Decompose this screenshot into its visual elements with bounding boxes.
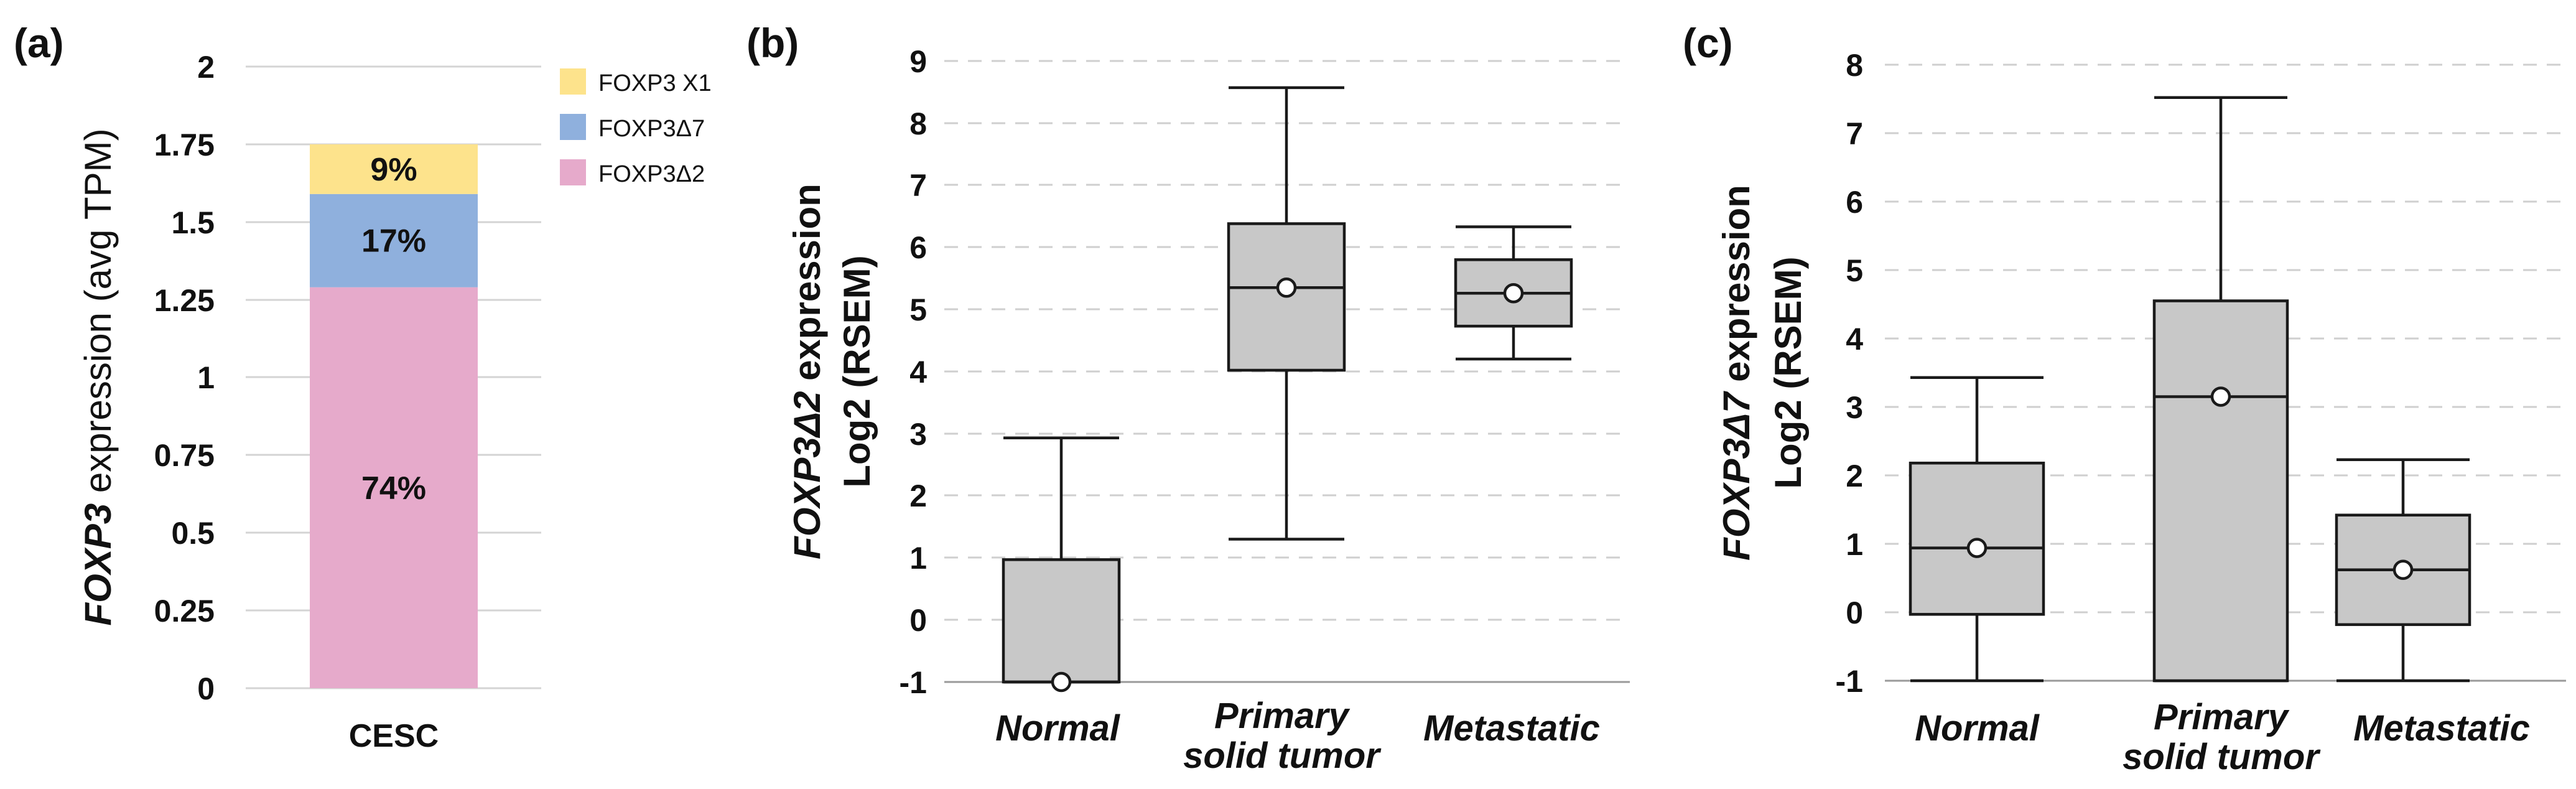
y-tick-c-4: 3 — [1846, 390, 1863, 425]
x-category-c-normal: Normal — [1915, 708, 2040, 749]
y-tick-b-8: 7 — [909, 168, 927, 203]
bar-label-foxp3-x1: 9% — [370, 152, 417, 188]
y-tick-c-8: 7 — [1846, 116, 1863, 151]
box-c-normal — [1909, 376, 2045, 683]
panel-a-y-ticks: 0 0.25 0.5 0.75 1 1.25 1.5 1.75 2 — [154, 50, 215, 706]
box-b-metastatic-mean — [1503, 283, 1524, 304]
panel-b-y-axis-label-rest: expression — [786, 184, 828, 391]
x-category-c-primary-line1: Primary — [2154, 697, 2290, 737]
box-b-primary-mean — [1276, 278, 1297, 298]
x-category-b-metastatic: Metastatic — [1423, 708, 1600, 749]
panel-b-y-axis-label-line2: Log2 (RSEM) — [836, 255, 878, 487]
panel-c-y-axis-label-line2: Log2 (RSEM) — [1767, 256, 1809, 488]
y-tick-a-6: 1.5 — [171, 205, 215, 240]
y-tick-a-3: 0.75 — [154, 438, 215, 473]
y-tick-b-0: -1 — [900, 665, 927, 700]
bar-segment-foxp3-x1 — [310, 144, 478, 194]
y-tick-a-5: 1.25 — [154, 283, 215, 318]
y-tick-b-2: 1 — [909, 541, 927, 576]
y-tick-a-4: 1 — [197, 360, 215, 395]
panel-c-letter: (c) — [1683, 20, 1733, 66]
y-tick-c-6: 5 — [1846, 253, 1863, 288]
panel-a-y-axis-label-rest: expression (avg TPM) — [77, 128, 119, 503]
panel-c: (c) -1 0 1 2 3 4 5 6 7 8 FOXP3Δ7 express… — [1683, 20, 2566, 777]
x-category-b-primary-line1: Primary — [1214, 696, 1351, 736]
bar-segment-foxp3d7 — [310, 194, 478, 287]
legend-label-foxp3-x1: FOXP3 X1 — [598, 70, 712, 96]
panel-b-boxes — [1002, 86, 1573, 693]
legend-swatch-foxp3d2 — [560, 159, 586, 185]
panel-c-y-ticks: -1 0 1 2 3 4 5 6 7 8 — [1836, 48, 1864, 699]
y-tick-a-2: 0.5 — [171, 516, 215, 551]
y-tick-a-1: 0.25 — [154, 594, 215, 628]
panel-a-x-category: CESC — [349, 718, 439, 754]
panel-a-bars: 74% 17% 9% — [310, 144, 478, 688]
y-tick-c-0: -1 — [1836, 664, 1863, 699]
box-c-primary-mean — [2210, 386, 2231, 407]
panel-b-y-axis-label-line1: FOXP3Δ2 expression — [786, 184, 828, 559]
y-tick-b-6: 5 — [909, 292, 927, 327]
box-b-metastatic — [1454, 225, 1573, 361]
bar-label-foxp3d7: 17% — [361, 223, 426, 259]
box-b-normal-iqr — [1002, 558, 1121, 684]
box-c-normal-iqr — [1909, 461, 2045, 616]
panel-b: (b) -1 0 1 2 3 4 5 6 7 8 9 FOX — [746, 20, 1630, 776]
y-tick-c-7: 6 — [1846, 185, 1863, 220]
panel-a-letter: (a) — [14, 20, 64, 66]
bar-segment-foxp3d2 — [310, 287, 478, 688]
x-category-b-normal: Normal — [995, 708, 1121, 749]
bar-label-foxp3d2: 74% — [361, 470, 426, 507]
legend-label-foxp3d2: FOXP3Δ2 — [598, 161, 705, 187]
box-c-metastatic — [2335, 458, 2471, 683]
panel-c-x-categories: Normal Primary solid tumor Metastatic — [1915, 697, 2530, 777]
box-b-normal — [1002, 436, 1121, 693]
y-tick-b-3: 2 — [909, 479, 927, 513]
y-tick-b-7: 6 — [909, 230, 927, 265]
panel-a-y-axis-label-italic: FOXP3 — [77, 503, 119, 626]
panel-a-y-axis-label: FOXP3 expression (avg TPM) — [77, 128, 119, 625]
panel-b-x-categories: Normal Primary solid tumor Metastatic — [995, 696, 1600, 776]
box-b-normal-mean — [1051, 671, 1072, 693]
y-tick-a-0: 0 — [197, 671, 215, 706]
panel-c-y-axis-label-italic: FOXP3Δ7 — [1716, 391, 1757, 561]
box-c-primary-iqr — [2152, 299, 2289, 683]
y-tick-c-1: 0 — [1846, 595, 1863, 630]
panel-a: (a) 0 0.25 0.5 0.75 1 1.25 1.5 1.75 2 FO… — [14, 20, 712, 754]
box-c-primary — [2152, 96, 2289, 683]
panel-b-letter: (b) — [746, 20, 799, 66]
y-tick-b-4: 3 — [909, 417, 927, 452]
y-tick-c-9: 8 — [1846, 48, 1863, 83]
y-tick-a-7: 1.75 — [154, 128, 215, 162]
x-category-c-primary-line2: solid tumor — [2123, 737, 2321, 777]
panel-a-legend: FOXP3 X1 FOXP3Δ7 FOXP3Δ2 — [560, 68, 712, 187]
y-tick-c-5: 4 — [1846, 322, 1863, 357]
y-tick-b-5: 4 — [909, 355, 927, 390]
panel-b-y-ticks: -1 0 1 2 3 4 5 6 7 8 9 — [900, 44, 928, 700]
legend-label-foxp3d7: FOXP3Δ7 — [598, 116, 705, 142]
panel-c-boxes — [1909, 96, 2471, 683]
panel-c-y-axis-label-line1: FOXP3Δ7 expression — [1716, 185, 1757, 561]
y-tick-b-10: 9 — [909, 44, 927, 79]
panel-b-y-axis-label-italic: FOXP3Δ2 — [786, 391, 828, 559]
x-category-c-metastatic: Metastatic — [2353, 708, 2530, 749]
box-b-primary — [1227, 86, 1346, 541]
y-tick-a-8: 2 — [197, 50, 215, 85]
y-tick-c-2: 1 — [1846, 527, 1863, 562]
box-c-normal-mean — [1966, 538, 1988, 558]
y-tick-b-1: 0 — [909, 603, 927, 638]
y-tick-b-9: 8 — [909, 106, 927, 141]
legend-swatch-foxp3-x1 — [560, 68, 586, 95]
panel-c-y-axis-label-rest: expression — [1716, 185, 1757, 393]
box-c-metastatic-mean — [2392, 559, 2414, 581]
legend-swatch-foxp3d7 — [560, 114, 586, 140]
x-category-b-primary-line2: solid tumor — [1183, 735, 1382, 776]
y-tick-c-3: 2 — [1846, 459, 1863, 493]
